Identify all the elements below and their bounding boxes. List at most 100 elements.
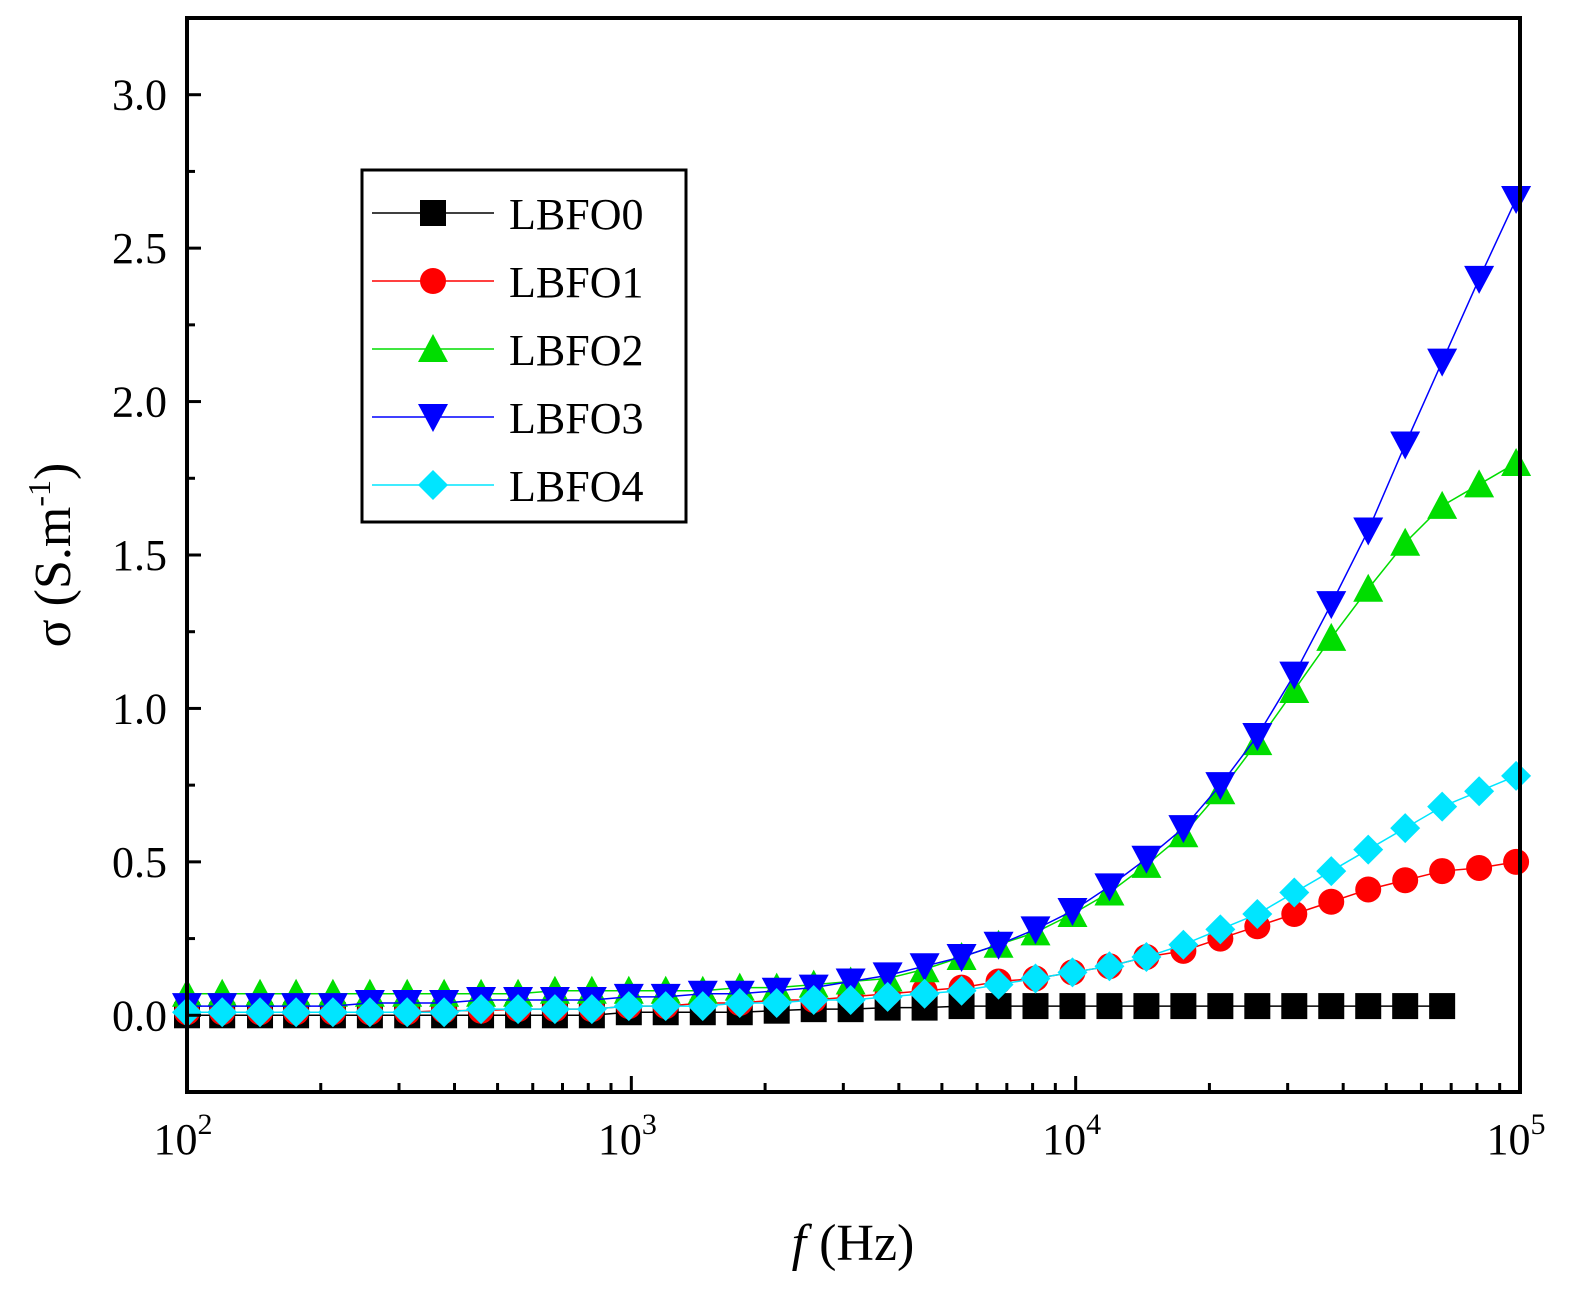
x-tick-label: 104 [1042,1108,1101,1164]
legend-label: LBFO3 [509,394,643,443]
legend-label: LBFO0 [509,190,643,239]
data-point [983,969,1014,1000]
ticks-layer: 0.0 0.5 1.0 1.5 2.0 2.5 3.0 102 103 104 105 [112,16,1546,1164]
y-tick-label: 0.0 [112,991,167,1040]
data-point [946,975,977,1006]
data-point [835,984,866,1015]
legend: LBFO0 LBFO1 LBFO2 LBFO3 LBFO4 [360,168,688,524]
data-point [1501,186,1532,215]
y-tick-label: 1.5 [112,531,167,580]
data-point [1353,573,1384,602]
data-point [1353,517,1384,546]
data-point [1170,993,1197,1020]
y-tick-label: 1.0 [112,684,167,733]
data-point [650,991,681,1022]
series-layer [172,186,1532,1029]
data-point [946,943,977,972]
legend-marker [420,268,446,294]
y-tick-label: 2.5 [112,224,167,273]
data-point [1355,876,1382,903]
data-point [1205,772,1236,801]
data-point [1316,856,1347,887]
x-tick-label: 102 [154,1108,213,1164]
data-point [1464,265,1495,294]
data-point [909,978,940,1009]
legend-item-lbfo1: LBFO1 [372,258,643,307]
data-point [724,988,755,1019]
data-point [1242,899,1273,930]
data-point [1094,951,1125,982]
data-point [576,994,607,1025]
data-point [1501,447,1532,476]
data-point [687,991,718,1022]
data-point [392,997,423,1028]
legend-marker [418,404,448,432]
data-point [1059,993,1086,1020]
data-point [317,997,348,1028]
data-point [1316,591,1347,620]
data-point [1390,527,1421,556]
data-point [1022,993,1049,1020]
data-point [1390,431,1421,460]
data-point [1057,897,1088,926]
data-point [1094,873,1125,902]
y-axis-title: σ (S.m-1) [21,463,82,648]
data-point [1281,993,1308,1020]
data-point [1318,888,1345,915]
data-point [1020,916,1051,945]
data-point [1168,815,1199,844]
legend-marker [418,470,448,500]
data-point [1131,941,1162,972]
data-point [1429,993,1456,1020]
x-axis-title: f (Hz) [792,1215,915,1272]
data-point [835,968,866,997]
data-point [1501,760,1532,791]
data-point [1020,963,1051,994]
data-point [503,994,534,1025]
data-point [613,991,644,1022]
data-point [1281,901,1308,928]
data-point [798,984,829,1015]
data-point [281,997,312,1028]
data-point [1244,993,1271,1020]
data-point [1355,993,1382,1020]
legend-label: LBFO1 [509,258,643,307]
y-tick-label: 2.0 [112,378,167,427]
data-point [872,962,903,991]
data-point [1279,877,1310,908]
data-point [761,988,792,1019]
data-point [1279,661,1310,690]
legend-item-lbfo4: LBFO4 [372,462,643,511]
legend-item-lbfo2: LBFO2 [372,326,643,375]
data-point [354,997,385,1028]
data-point [1464,469,1495,498]
legend-label: LBFO2 [509,326,643,375]
series-line [187,462,1517,995]
data-point [1205,914,1236,945]
data-point [1316,622,1347,651]
data-point [1392,867,1419,894]
data-point [1427,348,1458,377]
data-point [1464,776,1495,807]
legend-label: LBFO4 [509,462,643,511]
data-point [1207,993,1234,1020]
legend-item-lbfo3: LBFO3 [372,394,643,443]
data-point [1133,993,1160,1020]
data-point [1057,957,1088,988]
data-point [245,997,276,1028]
legend-marker [420,200,446,226]
y-tick-label: 0.5 [112,838,167,887]
legend-marker [418,334,448,362]
data-point [1131,845,1162,874]
data-point [1429,858,1456,885]
data-point [1427,791,1458,822]
data-point [207,997,238,1028]
data-point [909,953,940,982]
data-point [466,994,497,1025]
data-point [539,994,570,1025]
legend-item-lbfo0: LBFO0 [372,190,643,239]
data-point [983,931,1014,960]
data-point [1466,854,1493,881]
data-point [1353,834,1384,865]
data-point [1503,848,1530,875]
